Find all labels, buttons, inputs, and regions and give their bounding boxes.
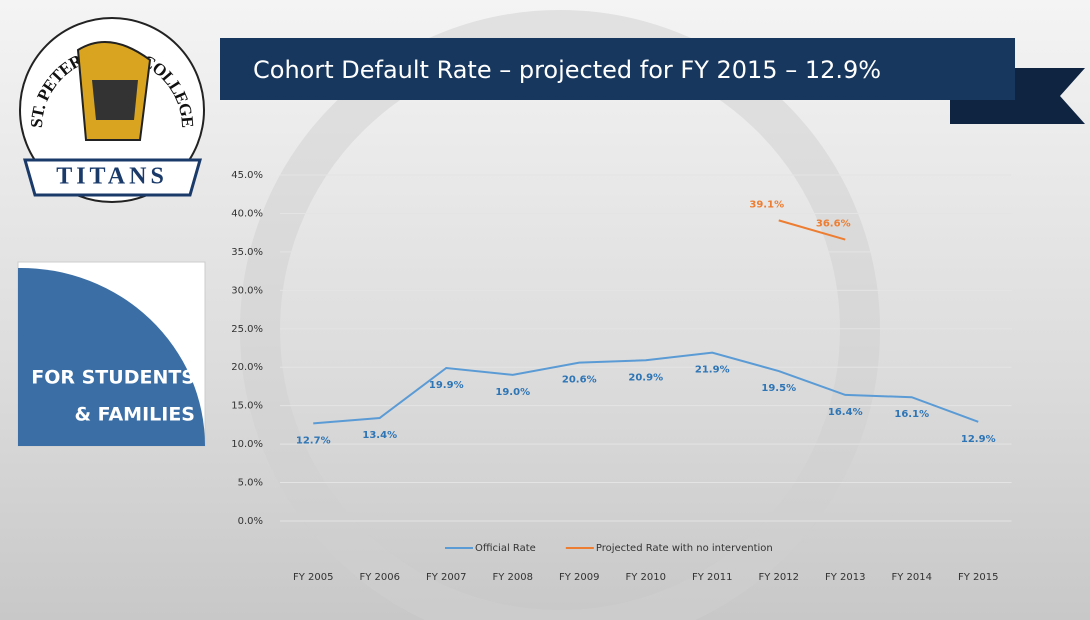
y-tick-label: 15.0% bbox=[231, 401, 263, 412]
x-tick-label: FY 2012 bbox=[759, 572, 800, 583]
value-label: 36.6% bbox=[816, 219, 851, 230]
sidebar-text: FOR STUDENTS bbox=[31, 367, 195, 389]
y-tick-label: 40.0% bbox=[231, 208, 263, 219]
legend-label: Official Rate bbox=[475, 543, 536, 554]
value-label: 16.1% bbox=[894, 409, 929, 420]
chart-title: Cohort Default Rate – projected for FY 2… bbox=[253, 56, 881, 84]
slide: Cohort Default Rate – projected for FY 2… bbox=[0, 0, 1090, 620]
value-label: 20.6% bbox=[562, 375, 597, 386]
y-tick-label: 25.0% bbox=[231, 324, 263, 335]
y-tick-label: 10.0% bbox=[231, 439, 263, 450]
value-label: 20.9% bbox=[628, 372, 663, 383]
x-tick-label: FY 2007 bbox=[426, 572, 467, 583]
value-label: 13.4% bbox=[362, 430, 397, 441]
y-tick-label: 20.0% bbox=[231, 362, 263, 373]
value-label: 21.9% bbox=[695, 365, 730, 376]
y-tick-label: 5.0% bbox=[238, 478, 263, 489]
value-label: 19.9% bbox=[429, 380, 464, 391]
value-label: 16.4% bbox=[828, 407, 863, 418]
value-label: 12.9% bbox=[961, 434, 996, 445]
value-label: 19.0% bbox=[495, 387, 530, 398]
value-label: 39.1% bbox=[749, 199, 784, 210]
x-tick-label: FY 2013 bbox=[825, 572, 866, 583]
y-tick-label: 30.0% bbox=[231, 285, 263, 296]
sidebar-text: & FAMILIES bbox=[74, 404, 195, 426]
value-label: 12.7% bbox=[296, 435, 331, 446]
logo: ST. PETERSBURG COLLEGE TITANS bbox=[20, 18, 204, 202]
x-tick-label: FY 2008 bbox=[493, 572, 534, 583]
x-tick-label: FY 2011 bbox=[692, 572, 733, 583]
x-tick-label: FY 2006 bbox=[360, 572, 401, 583]
visor bbox=[92, 80, 138, 120]
y-tick-label: 35.0% bbox=[231, 247, 263, 258]
x-tick-label: FY 2014 bbox=[892, 572, 933, 583]
x-tick-label: FY 2015 bbox=[958, 572, 999, 583]
value-label: 19.5% bbox=[761, 383, 796, 394]
logo-banner-text: TITANS bbox=[56, 164, 168, 190]
legend-label: Projected Rate with no intervention bbox=[596, 543, 773, 554]
y-tick-label: 45.0% bbox=[231, 170, 263, 181]
x-tick-label: FY 2005 bbox=[293, 572, 334, 583]
x-tick-label: FY 2009 bbox=[559, 572, 600, 583]
y-tick-label: 0.0% bbox=[238, 516, 263, 527]
x-tick-label: FY 2010 bbox=[626, 572, 667, 583]
